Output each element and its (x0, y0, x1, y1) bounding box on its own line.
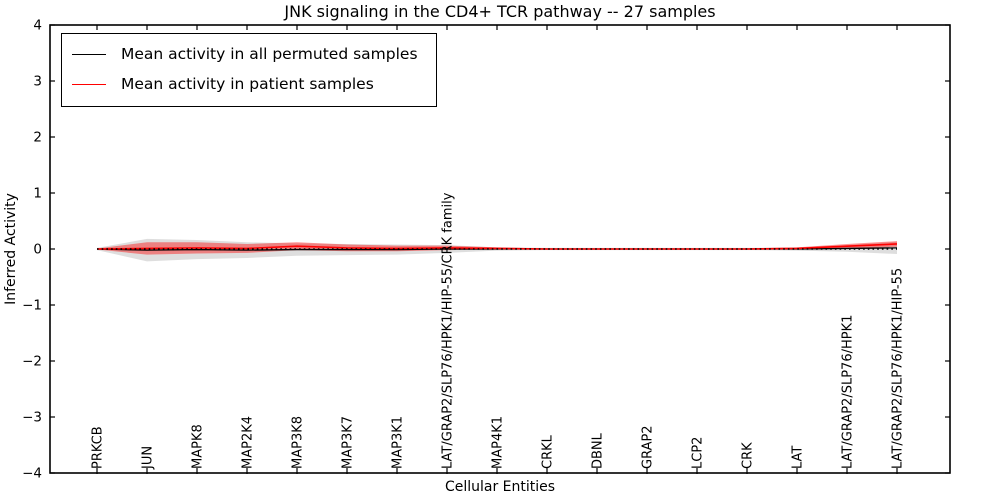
x-tick-label: LAT/GRAP2/SLP76/HPK1 (841, 315, 856, 469)
x-tick-label: MAP4K1 (491, 416, 506, 469)
legend-entry-permuted: Mean activity in all permuted samples (72, 39, 418, 69)
x-tick-label: MAP3K8 (291, 416, 306, 469)
y-tick-label: 3 (33, 74, 42, 90)
legend-line-swatch-black (72, 53, 106, 55)
x-tick-label: MAPK8 (191, 424, 206, 469)
legend-label-patient: Mean activity in patient samples (121, 75, 374, 93)
x-axis-label: Cellular Entities (444, 479, 556, 495)
y-tick-label: 2 (33, 130, 42, 146)
x-tick-label: LAT/GRAP2/SLP76/HPK1/HIP-55/CRK family (441, 192, 456, 469)
legend: Mean activity in all permuted samples Me… (61, 33, 437, 107)
permuted-std-band (97, 238, 897, 262)
x-tick-label: LCP2 (691, 437, 706, 469)
y-tick-label: −2 (22, 354, 42, 370)
x-tick-label: PRKCB (91, 426, 106, 469)
y-tick-label: −4 (22, 466, 42, 482)
y-axis-label: Inferred Activity (3, 193, 19, 305)
y-tick-label: 1 (33, 186, 42, 202)
x-tick-label: MAP3K1 (391, 416, 406, 469)
y-tick-label: 0 (33, 242, 42, 258)
x-tick-label: DBNL (591, 432, 606, 469)
x-tick-label: GRAP2 (641, 425, 656, 469)
legend-line-swatch-red (72, 83, 106, 85)
chart-title: JNK signaling in the CD4+ TCR pathway --… (284, 2, 716, 21)
y-tick-label: 4 (33, 18, 42, 34)
legend-entry-patient: Mean activity in patient samples (72, 69, 418, 99)
x-tick-label: JUN (141, 446, 156, 470)
x-tick-label: CRK (741, 442, 756, 469)
x-tick-label: LAT/GRAP2/SLP76/HPK1/HIP-55 (891, 268, 906, 469)
legend-label-permuted: Mean activity in all permuted samples (121, 45, 418, 63)
y-tick-label: −1 (22, 298, 42, 314)
x-tick-label: CRKL (541, 434, 556, 469)
y-tick-label: −3 (22, 410, 42, 426)
x-tick-label: MAP2K4 (241, 416, 256, 469)
x-tick-label: LAT (791, 446, 806, 469)
x-tick-label: MAP3K7 (341, 416, 356, 469)
